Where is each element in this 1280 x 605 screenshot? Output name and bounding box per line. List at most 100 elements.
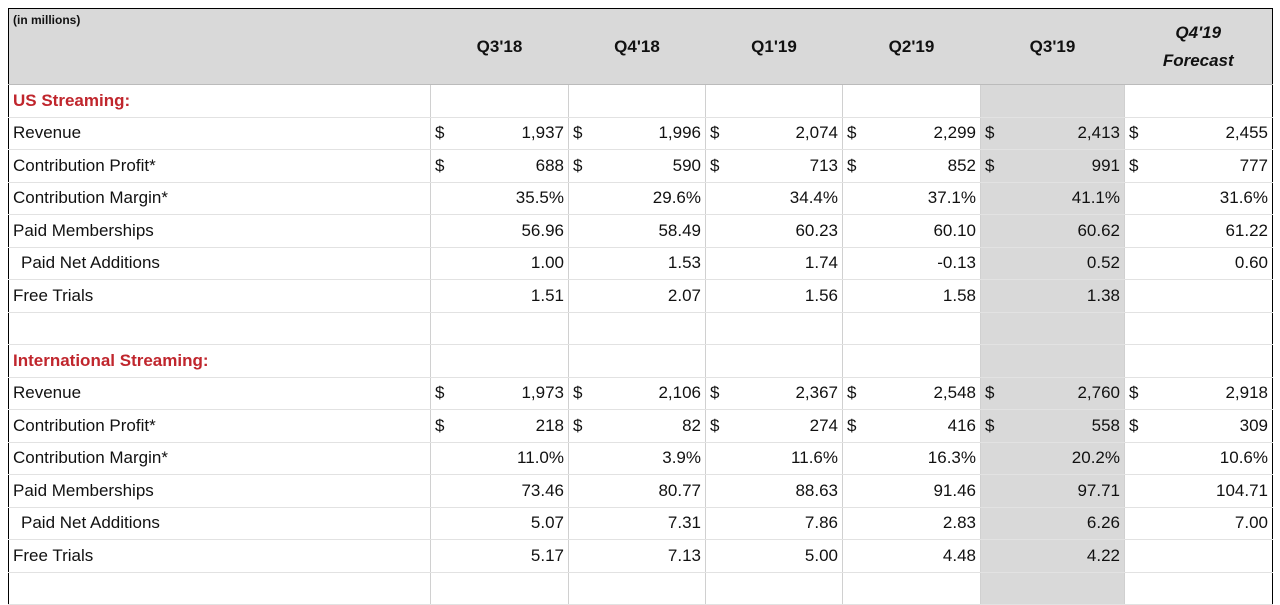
cell: 88.63 bbox=[710, 481, 838, 501]
value: 20.2% bbox=[1071, 448, 1120, 468]
table-header: (in millions) Q3'18 Q4'18 Q1'19 Q2'19 Q3'19 Q… bbox=[8, 8, 1273, 85]
data-row: Paid Net Additions 1.00 1.53 1.74 -0.13 0.52 0… bbox=[8, 247, 1273, 280]
cell: 4.48 bbox=[847, 546, 976, 566]
value-cell: 1.38 bbox=[980, 279, 1125, 313]
value-cell: $416 bbox=[842, 409, 981, 443]
cell: 35.5% bbox=[435, 188, 564, 208]
value: 7.31 bbox=[667, 513, 701, 533]
row-label: Paid Net Additions bbox=[8, 507, 431, 540]
cell: 10.6% bbox=[1129, 448, 1268, 468]
value: 590 bbox=[672, 155, 701, 175]
value-cell: 104.71 bbox=[1124, 474, 1273, 508]
value-cell: 60.10 bbox=[842, 214, 981, 248]
value: 1.74 bbox=[804, 253, 838, 273]
cell: 2.83 bbox=[847, 513, 976, 533]
cell: $2,299 bbox=[847, 123, 976, 143]
row-label: Revenue bbox=[8, 117, 431, 150]
cell: $2,367 bbox=[710, 383, 838, 403]
cell: $218 bbox=[435, 416, 564, 436]
currency: $ bbox=[1129, 415, 1139, 435]
cell: 5.17 bbox=[435, 546, 564, 566]
value-cell: 73.46 bbox=[430, 474, 569, 508]
blank-cell bbox=[8, 312, 431, 345]
currency: $ bbox=[573, 415, 583, 435]
value: 5.00 bbox=[804, 545, 838, 565]
row-label: Revenue bbox=[8, 377, 431, 410]
value-cell: 60.23 bbox=[705, 214, 843, 248]
value-cell: 5.00 bbox=[705, 539, 843, 573]
value: 5.07 bbox=[530, 513, 564, 533]
value: 56.96 bbox=[521, 220, 564, 240]
value-cell: 60.62 bbox=[980, 214, 1125, 248]
cell: $2,918 bbox=[1129, 383, 1268, 403]
cell: 58.49 bbox=[573, 221, 701, 241]
value-cell: 7.31 bbox=[568, 507, 706, 540]
cell: 7.31 bbox=[573, 513, 701, 533]
blank-cell bbox=[430, 312, 569, 345]
cell: 97.71 bbox=[985, 481, 1120, 501]
data-row: Revenue $1,937 $1,996 $2,074 $2,299 $2,413 $2,… bbox=[8, 117, 1273, 150]
value-cell: 1.00 bbox=[430, 247, 569, 280]
cell: $2,413 bbox=[985, 123, 1120, 143]
blank-cell bbox=[1124, 312, 1273, 345]
cell: 7.00 bbox=[1129, 513, 1268, 533]
value: 2,367 bbox=[795, 383, 838, 403]
column-header: Q3'19 bbox=[980, 8, 1125, 85]
currency: $ bbox=[847, 415, 857, 435]
column-header: Q3'18 bbox=[430, 8, 569, 85]
blank-cell bbox=[842, 312, 981, 345]
row-label: Paid Memberships bbox=[8, 214, 431, 248]
value: 309 bbox=[1239, 415, 1268, 435]
value-cell: 5.17 bbox=[430, 539, 569, 573]
value-cell: 29.6% bbox=[568, 182, 706, 215]
cell: $590 bbox=[573, 156, 701, 176]
blank-cell bbox=[705, 572, 843, 605]
blank-cell bbox=[842, 344, 981, 378]
value: 4.22 bbox=[1086, 545, 1120, 565]
column-header: Q1'19 bbox=[705, 8, 843, 85]
value-cell: 61.22 bbox=[1124, 214, 1273, 248]
value-cell: 2.83 bbox=[842, 507, 981, 540]
cell: 5.07 bbox=[435, 513, 564, 533]
value: 29.6% bbox=[652, 188, 701, 208]
value: 80.77 bbox=[658, 480, 701, 500]
value: 35.5% bbox=[515, 188, 564, 208]
value: 61.22 bbox=[1225, 220, 1268, 240]
value-cell: $218 bbox=[430, 409, 569, 443]
section-title: US Streaming: bbox=[8, 84, 431, 118]
value-cell: $713 bbox=[705, 149, 843, 183]
header-row: (in millions) Q3'18 Q4'18 Q1'19 Q2'19 Q3'19 Q… bbox=[8, 8, 1273, 85]
value-cell: $1,973 bbox=[430, 377, 569, 410]
value: 218 bbox=[535, 415, 564, 435]
blank-cell bbox=[430, 344, 569, 378]
cell: $2,760 bbox=[985, 383, 1120, 403]
cell: $852 bbox=[847, 156, 976, 176]
value-cell: 31.6% bbox=[1124, 182, 1273, 215]
currency: $ bbox=[985, 155, 995, 175]
value-cell: 11.6% bbox=[705, 442, 843, 475]
row-label: Contribution Profit* bbox=[8, 409, 431, 443]
value: 2,413 bbox=[1077, 123, 1120, 143]
cell: 91.46 bbox=[847, 481, 976, 501]
blank-cell bbox=[705, 312, 843, 345]
value: 11.0% bbox=[517, 448, 564, 468]
currency: $ bbox=[985, 123, 995, 143]
currency: $ bbox=[435, 383, 445, 403]
value: 688 bbox=[535, 155, 564, 175]
currency: $ bbox=[573, 123, 583, 143]
value: 2.83 bbox=[942, 513, 976, 533]
row-label: Contribution Profit* bbox=[8, 149, 431, 183]
blank-cell bbox=[1124, 84, 1273, 118]
value: 1.00 bbox=[530, 253, 564, 273]
blank-cell bbox=[568, 312, 706, 345]
value-cell: 16.3% bbox=[842, 442, 981, 475]
value-cell: 0.60 bbox=[1124, 247, 1273, 280]
currency: $ bbox=[1129, 155, 1139, 175]
cell: $558 bbox=[985, 416, 1120, 436]
cell: 1.58 bbox=[847, 286, 976, 306]
cell: 1.56 bbox=[710, 286, 838, 306]
value: 1.53 bbox=[667, 253, 701, 273]
value: 31.6% bbox=[1219, 188, 1268, 208]
data-row: Contribution Profit* $218 $82 $274 $416 $558 $… bbox=[8, 409, 1273, 443]
value-cell: 56.96 bbox=[430, 214, 569, 248]
